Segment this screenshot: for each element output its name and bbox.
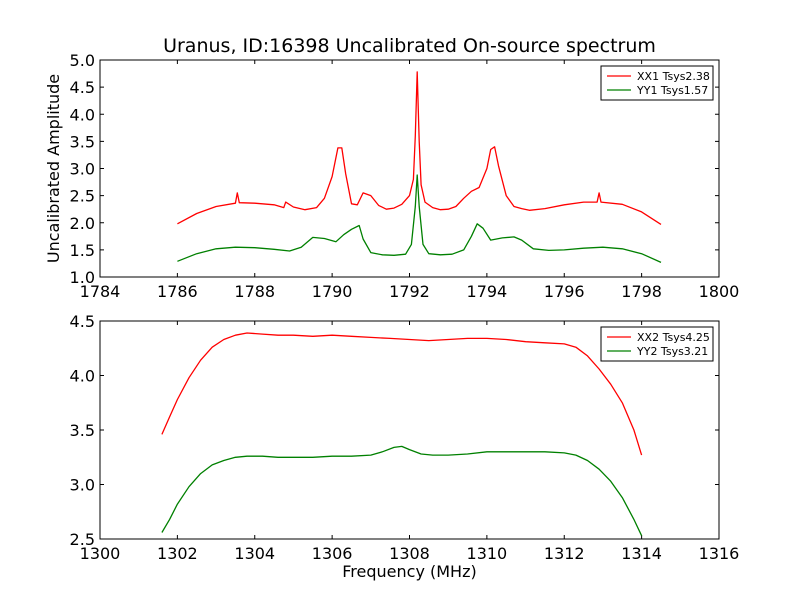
x-tick-label: 1304 bbox=[234, 544, 275, 563]
x-tick-label: 1792 bbox=[389, 282, 430, 301]
y-tick-label: 4.5 bbox=[70, 78, 95, 97]
y-axis-label: Uncalibrated Amplitude bbox=[44, 74, 63, 263]
series-line-xx1 bbox=[177, 71, 662, 225]
y-tick-label: 3.5 bbox=[70, 421, 95, 440]
x-tick-label: 1788 bbox=[234, 282, 275, 301]
chart-title: Uranus, ID:16398 Uncalibrated On-source … bbox=[163, 35, 656, 57]
x-tick-label: 1306 bbox=[312, 544, 353, 563]
y-tick-label: 4.5 bbox=[70, 312, 95, 331]
y-tick-label: 3.0 bbox=[70, 476, 95, 495]
legend-label: XX2 Tsys4.25 bbox=[637, 331, 710, 344]
y-tick-label: 2.5 bbox=[70, 530, 95, 549]
y-tick-label: 3.5 bbox=[70, 132, 95, 151]
y-tick-label: 1.0 bbox=[70, 268, 95, 287]
y-tick-label: 4.0 bbox=[70, 105, 95, 124]
y-tick-label: 2.5 bbox=[70, 187, 95, 206]
series-line-yy1 bbox=[177, 174, 662, 263]
x-axis-label: Frequency (MHz) bbox=[342, 562, 476, 581]
y-tick-label: 3.0 bbox=[70, 160, 95, 179]
x-tick-label: 1312 bbox=[544, 544, 585, 563]
x-tick-label: 1302 bbox=[157, 544, 198, 563]
legend-label: XX1 Tsys2.38 bbox=[637, 70, 710, 83]
bottom-subplot: 1300 1302 1304 1306 1308 1310 1312 1314 1316 2.5 3… bbox=[70, 312, 740, 581]
x-tick-label: 1314 bbox=[621, 544, 662, 563]
top-subplot: 1784 1786 1788 1790 1792 1794 1796 1798 1800 1.0 1… bbox=[44, 35, 739, 301]
x-tick-label: 1308 bbox=[389, 544, 430, 563]
x-tick-label: 1310 bbox=[467, 544, 508, 563]
x-tick-label: 1784 bbox=[80, 282, 121, 301]
x-tick-label: 1300 bbox=[80, 544, 121, 563]
x-tick-label: 1790 bbox=[312, 282, 353, 301]
y-tick-label: 2.0 bbox=[70, 214, 95, 233]
legend-label: YY1 Tsys1.57 bbox=[636, 84, 708, 97]
x-tick-label: 1796 bbox=[544, 282, 585, 301]
legend-box bbox=[600, 65, 714, 101]
y-tick-label: 4.0 bbox=[70, 367, 95, 386]
x-tick-label: 1800 bbox=[699, 282, 740, 301]
y-tick-label: 1.5 bbox=[70, 241, 95, 260]
legend-label: YY2 Tsys3.21 bbox=[636, 345, 708, 358]
series-line-xx2 bbox=[161, 332, 643, 456]
legend-box bbox=[600, 326, 714, 362]
x-tick-label: 1794 bbox=[467, 282, 508, 301]
y-tick-label: 5.0 bbox=[70, 51, 95, 70]
x-tick-label: 1316 bbox=[699, 544, 740, 563]
series-line-yy2 bbox=[161, 445, 643, 536]
x-tick-label: 1786 bbox=[157, 282, 198, 301]
x-tick-label: 1798 bbox=[621, 282, 662, 301]
